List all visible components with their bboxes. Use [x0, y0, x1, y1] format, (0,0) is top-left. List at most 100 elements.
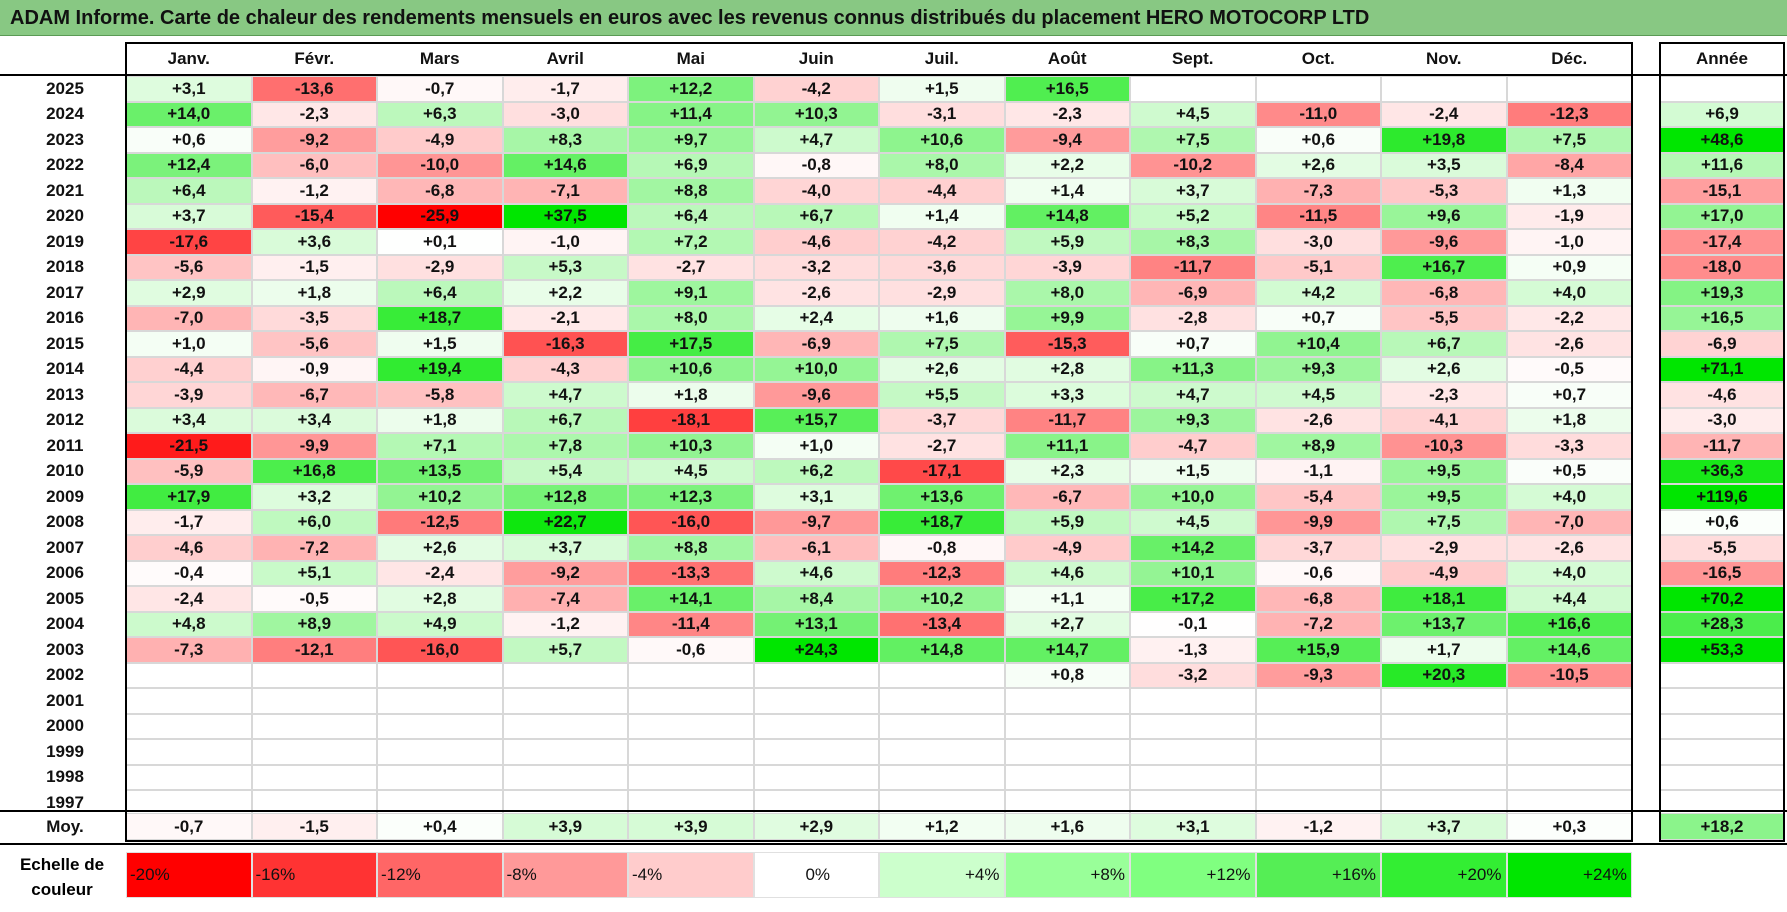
heatmap-cell: +14,6	[502, 152, 628, 178]
month-header: Avril	[546, 49, 584, 68]
heatmap-cell: +1,1	[1004, 586, 1130, 612]
heatmap-cell: +14,0	[126, 101, 252, 127]
heatmap-cell: -0,8	[879, 535, 1005, 561]
heatmap-cell: +4,6	[753, 560, 879, 586]
heatmap-cell	[628, 713, 754, 739]
heatmap-cell: -2,4	[126, 586, 252, 612]
heatmap-cell: +1,0	[753, 433, 879, 459]
heatmap-cell: -4,1	[1381, 407, 1507, 433]
heatmap-cell: -18,1	[628, 407, 754, 433]
heatmap-cell: -2,6	[753, 280, 879, 306]
heatmap-cell	[628, 739, 754, 765]
year-column-header: Année	[1696, 49, 1748, 68]
heatmap-cell: +7,5	[1381, 509, 1507, 535]
heatmap-cell: -5,8	[377, 382, 503, 408]
month-header: Janv.	[167, 49, 210, 68]
heatmap-cell: +4,7	[502, 382, 628, 408]
heatmap-cell: -4,2	[753, 76, 879, 102]
annual-cell: -16,5	[1660, 560, 1784, 586]
heatmap-cell: +10,2	[377, 484, 503, 510]
heatmap-cell: +3,1	[126, 76, 252, 102]
heatmap-cell: -5,3	[1381, 178, 1507, 204]
heatmap-cell	[1381, 688, 1507, 714]
heatmap-cell: +20,3	[1381, 662, 1507, 688]
heatmap-cell: +8,3	[502, 127, 628, 153]
heatmap-cell: +12,3	[628, 484, 754, 510]
month-header: Nov.	[1425, 49, 1462, 68]
heatmap-cell	[879, 662, 1005, 688]
heatmap-cell: +10,4	[1255, 331, 1381, 357]
heatmap-cell	[126, 688, 252, 714]
annual-cell: -15,1	[1660, 178, 1784, 204]
heatmap-cell: -3,0	[502, 101, 628, 127]
heatmap-cell: +24,3	[753, 637, 879, 663]
heatmap-cell: +9,1	[628, 280, 754, 306]
heatmap-cell	[753, 688, 879, 714]
heatmap-cell: +8,0	[879, 152, 1005, 178]
annual-cell: -5,5	[1660, 535, 1784, 561]
heatmap-cell	[753, 662, 879, 688]
heatmap-cell: -2,9	[879, 280, 1005, 306]
heatmap-cell: -17,1	[879, 458, 1005, 484]
heatmap-cell: -2,4	[1381, 101, 1507, 127]
heatmap-cell: +2,4	[753, 305, 879, 331]
heatmap-cell	[1255, 76, 1381, 102]
heatmap-cell: +14,1	[628, 586, 754, 612]
heatmap-cell	[1004, 764, 1130, 790]
heatmap-cell: +7,1	[377, 433, 503, 459]
average-cell: -1,2	[1255, 813, 1381, 840]
annual-cell	[1660, 662, 1784, 688]
heatmap-cell: +1,0	[126, 331, 252, 357]
heatmap-cell	[1130, 713, 1256, 739]
heatmap-cell: +11,1	[1004, 433, 1130, 459]
year-label: 2013	[46, 384, 84, 404]
heatmap-cell: -2,9	[1381, 535, 1507, 561]
annual-cell: +70,2	[1660, 586, 1784, 612]
average-cell: +3,1	[1130, 813, 1256, 840]
heatmap-cell: -3,7	[879, 407, 1005, 433]
heatmap-cell: -5,9	[126, 458, 252, 484]
heatmap-cell: -16,0	[628, 509, 754, 535]
heatmap-cell	[502, 662, 628, 688]
heatmap-cell: +1,4	[879, 203, 1005, 229]
heatmap-cell	[377, 713, 503, 739]
heatmap-cell: -0,1	[1130, 611, 1256, 637]
heatmap-cell: +3,6	[251, 229, 377, 255]
heatmap-cell	[502, 764, 628, 790]
heatmap-cell: -7,0	[1506, 509, 1632, 535]
heatmap-cell	[1381, 713, 1507, 739]
month-header: Juin	[798, 49, 834, 68]
heatmap-cell: -6,7	[251, 382, 377, 408]
year-label: 2001	[46, 690, 84, 710]
heatmap-cell: -12,1	[251, 637, 377, 663]
heatmap-cell: +10,6	[879, 127, 1005, 153]
year-label: 2014	[46, 359, 84, 379]
year-label: 2011	[46, 435, 84, 455]
annual-cell: -6,9	[1660, 331, 1784, 357]
average-label: Moy.	[46, 816, 84, 836]
heatmap-cell: -2,6	[1506, 535, 1632, 561]
color-scale-swatch: +24%	[1506, 852, 1632, 898]
heatmap-cell	[1506, 764, 1632, 790]
heatmap-cell: +16,5	[1004, 76, 1130, 102]
heatmap-cell: -17,6	[126, 229, 252, 255]
heatmap-cell: -2,8	[1130, 305, 1256, 331]
heatmap-cell: +4,5	[1130, 509, 1256, 535]
heatmap-cell: +16,6	[1506, 611, 1632, 637]
annual-cell: -11,7	[1660, 433, 1784, 459]
heatmap-cell: -3,9	[1004, 254, 1130, 280]
heatmap-cell: +4,0	[1506, 560, 1632, 586]
annual-cell: -17,4	[1660, 229, 1784, 255]
year-label: 2025	[46, 78, 84, 98]
annual-cell: +48,6	[1660, 127, 1784, 153]
heatmap-cell	[1506, 76, 1632, 102]
heatmap-cell	[628, 662, 754, 688]
average-annual-cell: +18,2	[1660, 813, 1784, 840]
chart-title: ADAM Informe. Carte de chaleur des rende…	[10, 7, 1370, 29]
heatmap-cell: +14,8	[879, 637, 1005, 663]
month-header: Févr.	[294, 49, 335, 68]
heatmap-cell: -0,5	[251, 586, 377, 612]
heatmap-cell: -5,1	[1255, 254, 1381, 280]
heatmap-cell	[1255, 739, 1381, 765]
average-cell: +1,6	[1004, 813, 1130, 840]
